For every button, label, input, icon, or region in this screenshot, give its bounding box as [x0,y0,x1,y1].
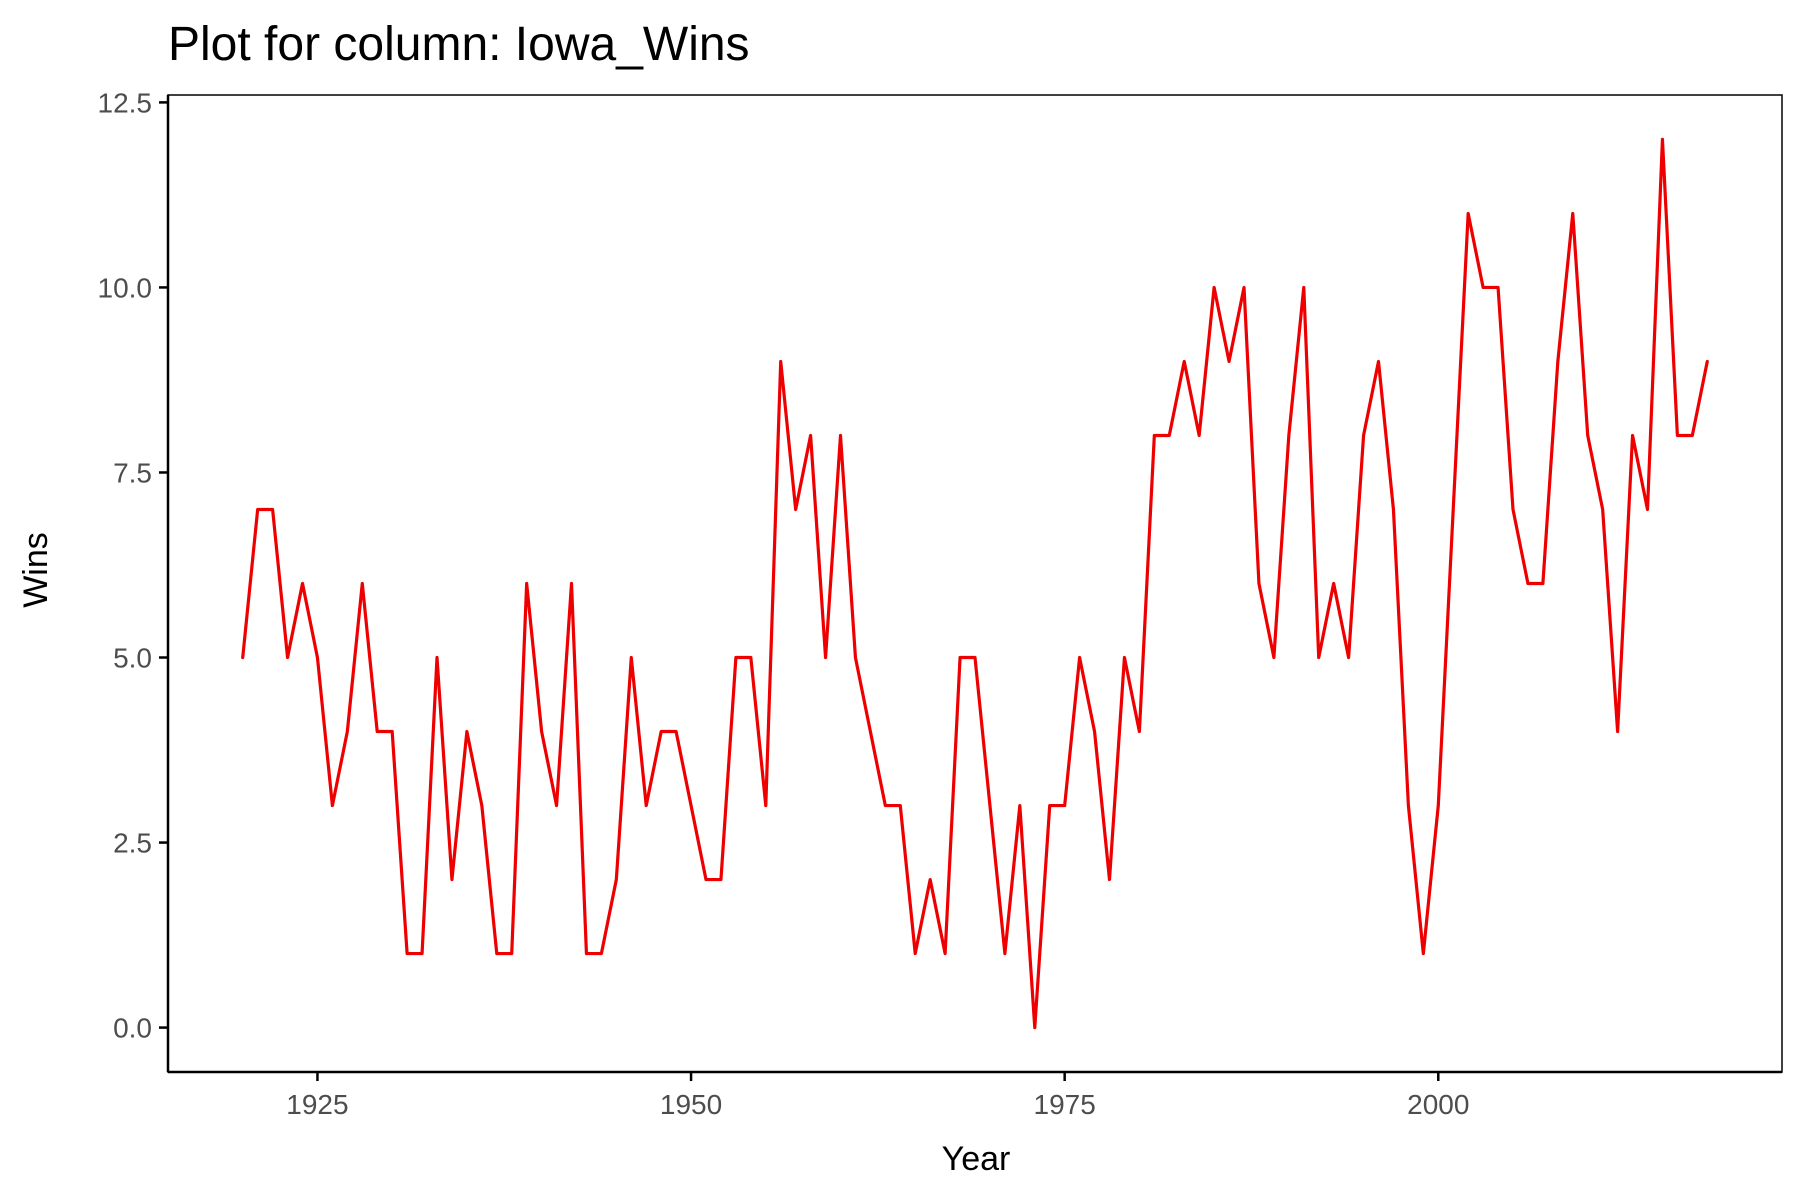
y-tick-label: 10.0 [98,272,153,303]
x-tick-label: 2000 [1407,1089,1469,1120]
y-tick-label: 0.0 [113,1013,152,1044]
x-tick-label: 1925 [286,1089,348,1120]
x-tick-label: 1950 [660,1089,722,1120]
plot-area: 0.0 2.5 5.0 7.5 10.0 12.5 1925 1950 1975 2000 [98,87,1783,1120]
x-axis-title: Year [942,1140,1011,1178]
chart-title: Plot for column: Iowa_Wins [168,18,750,71]
y-tick-label: 5.0 [113,643,152,674]
x-tick-label: 1975 [1034,1089,1096,1120]
y-axis-title: Wins [17,532,55,608]
y-tick-label: 2.5 [113,828,152,859]
series-line-iowa-wins [241,137,1709,1030]
y-tick-label: 12.5 [98,87,153,118]
y-tick-label: 7.5 [113,457,152,488]
